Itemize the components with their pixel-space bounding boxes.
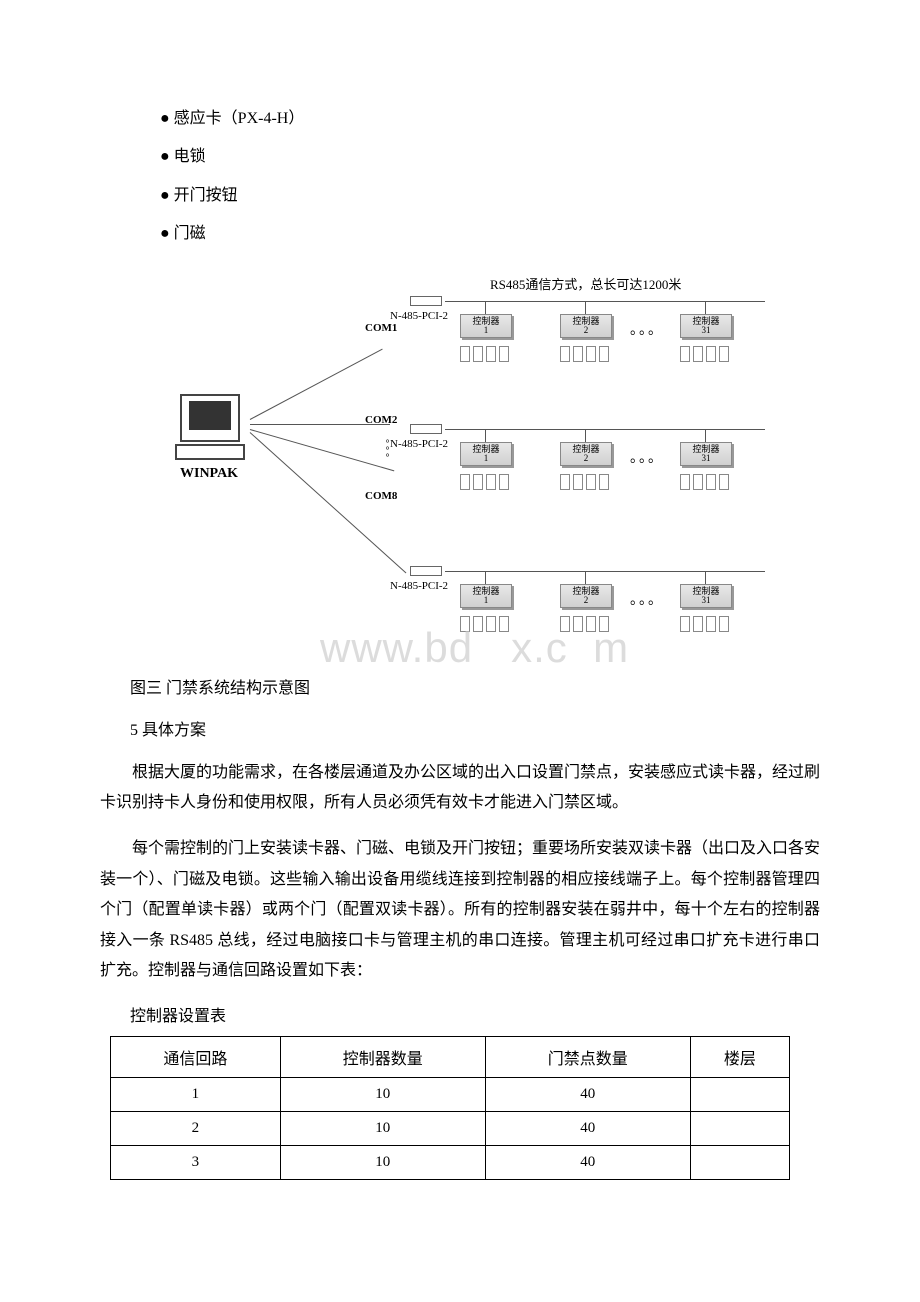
controller-box: 控制器1: [460, 584, 512, 608]
ellipsis: 。。。: [630, 319, 664, 339]
table-title: 控制器设置表: [130, 1002, 820, 1026]
converter-label: N-485-PCI-2: [390, 580, 448, 592]
controller-box: 控制器2: [560, 442, 612, 466]
col-header: 控制器数量: [280, 1037, 485, 1078]
converter-label: N-485-PCI-2: [390, 438, 448, 450]
section-title: 5 具体方案: [130, 716, 820, 740]
table-row: 1 10 40: [111, 1078, 790, 1112]
com-label: COM2: [365, 414, 397, 426]
ellipsis: 。。。: [630, 447, 664, 467]
reader-icons: [560, 616, 609, 632]
converter-icon: [410, 566, 442, 576]
table-row: 3 10 40: [111, 1146, 790, 1180]
bullet-item: ● 门磁: [100, 215, 820, 253]
paragraph: 根据大厦的功能需求，在各楼层通道及办公区域的出入口设置门禁点，安装感应式读卡器，…: [100, 758, 820, 819]
col-header: 通信回路: [111, 1037, 281, 1078]
reader-icons: [460, 346, 509, 362]
controller-box: 控制器1: [460, 314, 512, 338]
reader-icons: [460, 474, 509, 490]
converter-label: N-485-PCI-2: [390, 310, 448, 322]
col-header: 楼层: [690, 1037, 789, 1078]
reader-icons: [560, 346, 609, 362]
bullet-item: ● 开门按钮: [100, 177, 820, 215]
converter-icon: [410, 296, 442, 306]
controller-box: 控制器1: [460, 442, 512, 466]
com-label: COM8: [365, 490, 397, 502]
controller-box: 控制器31: [680, 314, 732, 338]
converter-icon: [410, 424, 442, 434]
bullet-item: ● 感应卡（PX-4-H）: [100, 100, 820, 138]
col-header: 门禁点数量: [485, 1037, 690, 1078]
controller-box: 控制器31: [680, 584, 732, 608]
com-label: COM1: [365, 322, 397, 334]
reader-icons: [560, 474, 609, 490]
reader-icons: [680, 346, 729, 362]
controller-box: 控制器2: [560, 584, 612, 608]
host-computer-icon: WINPAK: [180, 394, 245, 482]
table-row: 2 10 40: [111, 1112, 790, 1146]
paragraph: 每个需控制的门上安装读卡器、门磁、电锁及开门按钮；重要场所安装双读卡器（出口及入…: [100, 834, 820, 986]
ellipsis-vertical: 。。。: [375, 439, 390, 465]
host-label: WINPAK: [180, 466, 245, 482]
reader-icons: [460, 616, 509, 632]
system-diagram: RS485通信方式，总长可达1200米 WINPAK N-485-PCI-2 C…: [140, 274, 780, 654]
controller-table: 通信回路 控制器数量 门禁点数量 楼层 1 10 40 2 10 40 3 10…: [110, 1036, 790, 1180]
ellipsis: 。。。: [630, 589, 664, 609]
controller-box: 控制器2: [560, 314, 612, 338]
reader-icons: [680, 616, 729, 632]
bullet-list: ● 感应卡（PX-4-H） ● 电锁 ● 开门按钮 ● 门磁: [100, 100, 820, 254]
bullet-item: ● 电锁: [100, 138, 820, 176]
figure-caption: 图三 门禁系统结构示意图: [130, 674, 820, 698]
controller-box: 控制器31: [680, 442, 732, 466]
reader-icons: [680, 474, 729, 490]
table-header-row: 通信回路 控制器数量 门禁点数量 楼层: [111, 1037, 790, 1078]
diagram-title: RS485通信方式，总长可达1200米: [490, 274, 681, 293]
